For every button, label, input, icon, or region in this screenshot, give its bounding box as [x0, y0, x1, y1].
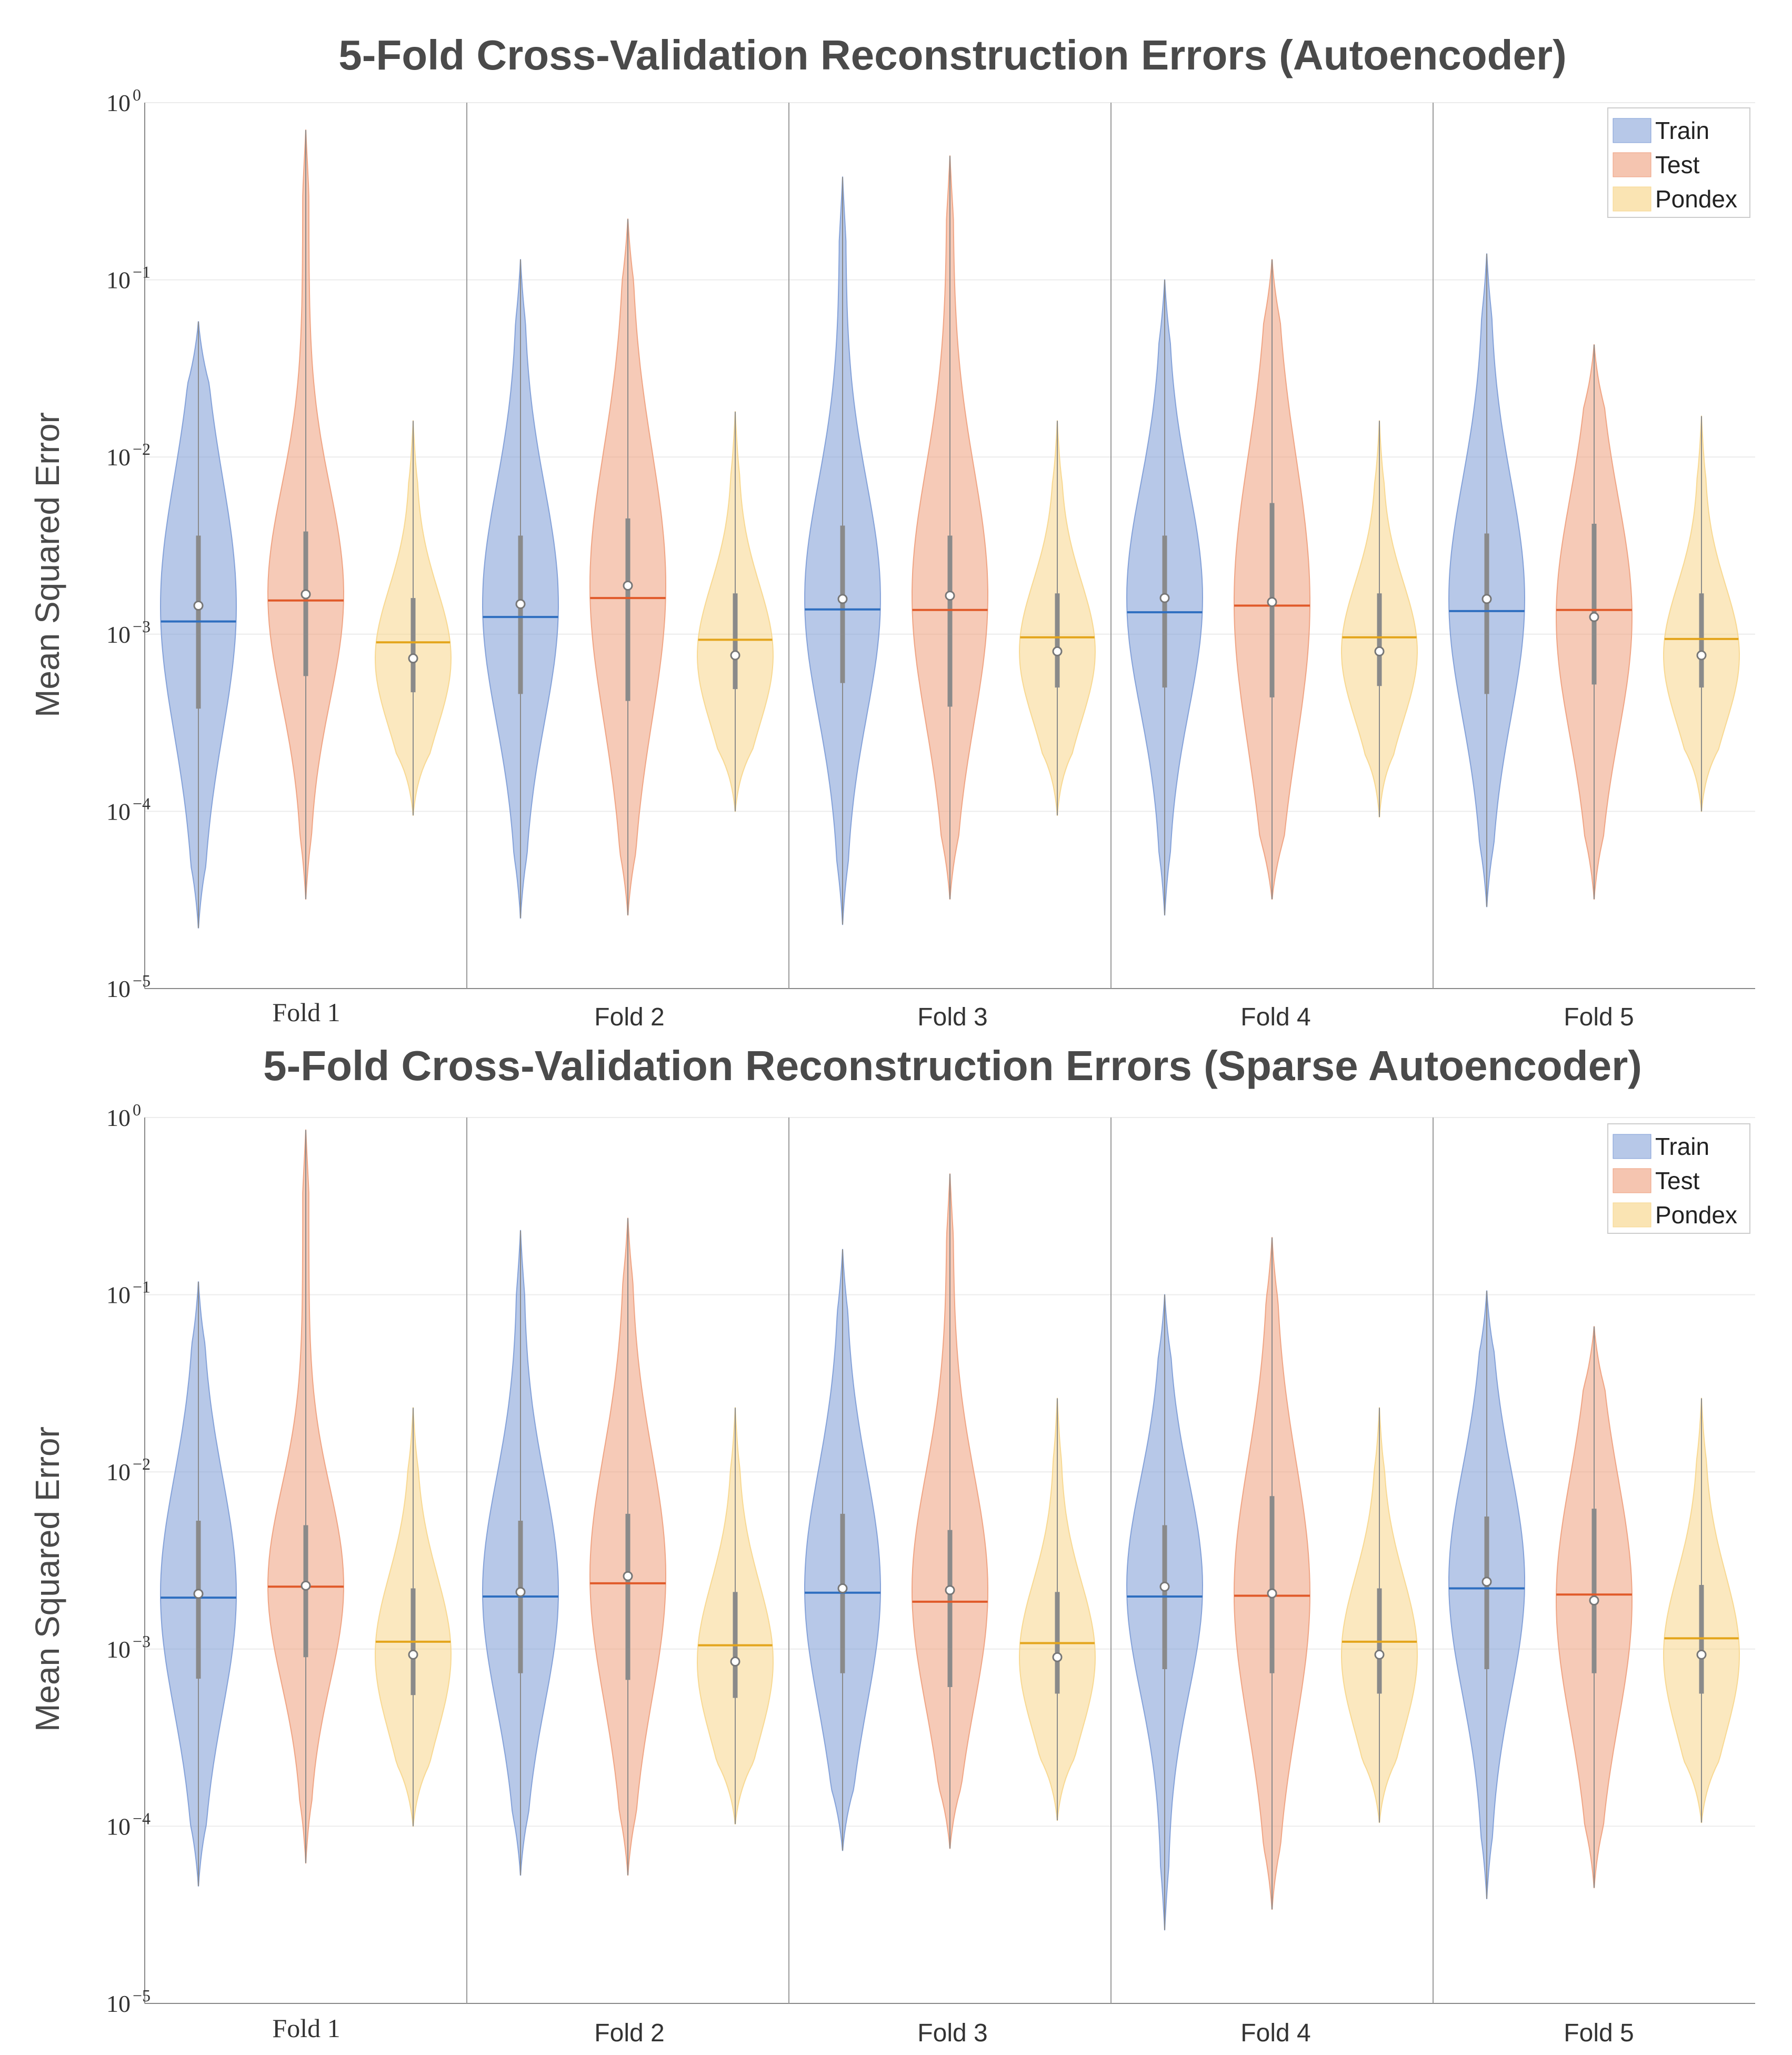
- median-marker: [623, 1571, 633, 1581]
- y-tick-exponent: 0: [133, 85, 141, 104]
- x-ticks-1: Fold 1 Fold 2 Fold 3 Fold 4 Fold 5: [272, 997, 1634, 1031]
- median-marker: [408, 1649, 418, 1660]
- y-tick-label: 10: [106, 1104, 131, 1131]
- axes-2: [144, 1118, 1755, 2004]
- legend-swatch-test-1: [1613, 152, 1651, 177]
- median-marker: [515, 1587, 526, 1597]
- y-tick-label: 10: [106, 798, 131, 825]
- y-axis-label-2: Mean Squared Error: [28, 1426, 66, 1732]
- chart-title-1: 5-Fold Cross-Validation Reconstruction E…: [338, 32, 1567, 78]
- legend-label-train-2: Train: [1655, 1133, 1709, 1160]
- legend-label-train-1: Train: [1655, 117, 1709, 144]
- legend-swatch-train-2: [1613, 1134, 1651, 1159]
- y-tick-exponent: −3: [133, 617, 151, 636]
- median-marker: [1696, 1649, 1707, 1660]
- y-tick-exponent: −2: [133, 1454, 151, 1473]
- y-tick-exponent: −4: [133, 1809, 151, 1828]
- median-marker: [1589, 1595, 1599, 1606]
- y-tick-exponent: −4: [133, 794, 151, 813]
- y-tick-label: 10: [106, 975, 131, 1002]
- x-tick-label-fold-5: Fold 5: [1564, 2019, 1634, 2047]
- median-marker: [193, 1589, 204, 1599]
- legend-label-test-2: Test: [1655, 1167, 1700, 1194]
- legend-label-pondex-1: Pondex: [1655, 185, 1737, 213]
- median-marker: [837, 594, 848, 604]
- y-tick-exponent: −5: [133, 1986, 151, 2005]
- median-marker: [945, 591, 955, 601]
- chart-panel-2: 5-Fold Cross-Validation Reconstruction E…: [28, 1042, 1755, 2047]
- x-tick-label-fold-3: Fold 3: [917, 1003, 987, 1031]
- y-tick-exponent: −5: [133, 971, 151, 990]
- legend-label-test-1: Test: [1655, 151, 1700, 178]
- legend-swatch-pondex-2: [1613, 1202, 1651, 1228]
- y-tick-exponent: −2: [133, 440, 151, 458]
- median-marker: [408, 653, 418, 664]
- y-tick-exponent: 0: [133, 1100, 141, 1119]
- chart-title-2: 5-Fold Cross-Validation Reconstruction E…: [263, 1042, 1642, 1089]
- legend-swatch-pondex-1: [1613, 186, 1651, 212]
- x-tick-label-fold-1: Fold 1: [272, 997, 340, 1027]
- median-marker: [730, 1657, 740, 1667]
- legend-swatch-test-2: [1613, 1168, 1651, 1193]
- y-tick-label: 10: [106, 621, 131, 648]
- x-tick-label-fold-1: Fold 1: [272, 2013, 340, 2043]
- x-tick-label-fold-2: Fold 2: [594, 1003, 664, 1031]
- y-tick-label: 10: [106, 1282, 131, 1309]
- x-tick-label-fold-4: Fold 4: [1240, 2019, 1310, 2047]
- median-marker: [301, 589, 311, 600]
- legend-2: Train Test Pondex: [1607, 1123, 1750, 1234]
- legend-label-pondex-2: Pondex: [1655, 1201, 1737, 1229]
- median-marker: [1696, 650, 1707, 661]
- median-marker: [1159, 1581, 1170, 1592]
- x-tick-label-fold-5: Fold 5: [1564, 1003, 1634, 1031]
- y-tick-label: 10: [106, 1459, 131, 1485]
- x-ticks-2: Fold 1 Fold 2 Fold 3 Fold 4 Fold 5: [272, 2013, 1634, 2047]
- median-marker: [301, 1580, 311, 1591]
- violins-2: [159, 1129, 1740, 1931]
- y-axis-label-1: Mean Squared Error: [28, 412, 66, 717]
- median-marker: [837, 1583, 848, 1594]
- median-marker: [1481, 1577, 1492, 1587]
- y-tick-exponent: −1: [133, 263, 151, 282]
- median-marker: [1052, 646, 1063, 656]
- median-marker: [1481, 594, 1492, 604]
- median-marker: [1374, 1649, 1385, 1660]
- median-marker: [515, 598, 526, 609]
- axes-1: [144, 103, 1755, 989]
- median-marker: [1052, 1652, 1063, 1662]
- x-tick-label-fold-2: Fold 2: [594, 2019, 664, 2047]
- median-marker: [730, 650, 740, 661]
- y-tick-label: 10: [106, 89, 131, 116]
- median-marker: [1267, 597, 1277, 607]
- x-tick-label-fold-4: Fold 4: [1240, 1003, 1310, 1031]
- y-tick-exponent: −1: [133, 1278, 151, 1296]
- y-tick-label: 10: [106, 1990, 131, 2017]
- median-marker: [945, 1585, 955, 1595]
- x-tick-label-fold-3: Fold 3: [917, 2019, 987, 2047]
- median-marker: [1374, 646, 1385, 656]
- y-tick-label: 10: [106, 267, 131, 294]
- violins-1: [159, 129, 1740, 929]
- legend-swatch-train-1: [1613, 118, 1651, 143]
- y-tick-exponent: −3: [133, 1632, 151, 1651]
- median-marker: [193, 600, 204, 611]
- median-marker: [1589, 612, 1599, 622]
- legend-1: Train Test Pondex: [1607, 107, 1750, 218]
- y-tick-label: 10: [106, 1636, 131, 1663]
- median-marker: [1159, 593, 1170, 603]
- chart-panel-1: 5-Fold Cross-Validation Reconstruction E…: [28, 32, 1755, 1031]
- median-marker: [1267, 1588, 1277, 1599]
- y-tick-label: 10: [106, 1813, 131, 1840]
- y-tick-label: 10: [106, 444, 131, 471]
- median-marker: [623, 581, 633, 591]
